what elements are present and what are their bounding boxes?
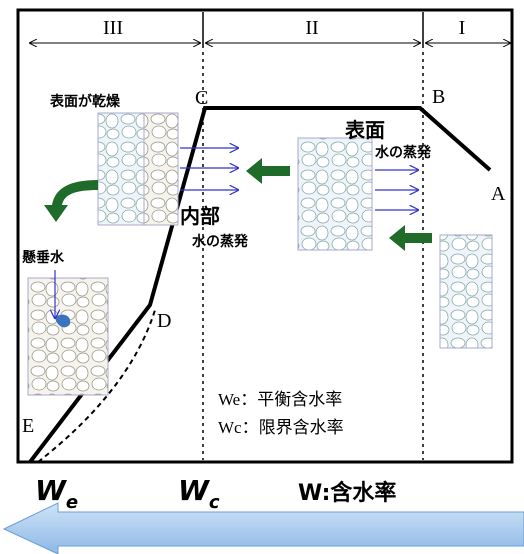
point-label: E <box>22 415 34 437</box>
arrows <box>55 148 418 318</box>
region-label: I <box>459 17 466 39</box>
point-label: B <box>432 86 445 108</box>
axis-wc-main: W <box>178 474 210 507</box>
legend-item: Wc：限界含水率 <box>218 418 344 437</box>
point-label: A <box>491 183 506 205</box>
particle-images <box>27 112 493 396</box>
green-arrows <box>44 158 432 251</box>
point-label: C <box>195 87 208 109</box>
frame <box>16 8 514 464</box>
axis-label: W:含水率 <box>298 480 396 506</box>
direction-arrow <box>2 502 524 554</box>
annotation: 表面が乾燥 <box>49 93 121 110</box>
region-label: II <box>305 17 318 39</box>
axis-wc: Wc <box>178 474 220 513</box>
dashed-curve <box>37 309 156 463</box>
annotation: 内部 <box>180 204 220 228</box>
axis-we-sub: e <box>66 492 78 513</box>
annotation: 表面 <box>345 118 385 142</box>
annotation: 水の蒸発 <box>192 233 249 250</box>
point-label: D <box>157 310 171 332</box>
annotation: 懸垂水 <box>22 249 65 266</box>
axis-we-main: W <box>35 474 67 507</box>
drying-curve <box>28 106 492 464</box>
region-label: III <box>103 17 123 39</box>
annotation: 水の蒸発 <box>375 144 432 161</box>
legend-item: We：平衡含水率 <box>218 390 342 409</box>
axis-we: We <box>35 474 78 513</box>
axis-wc-sub: c <box>209 492 220 513</box>
